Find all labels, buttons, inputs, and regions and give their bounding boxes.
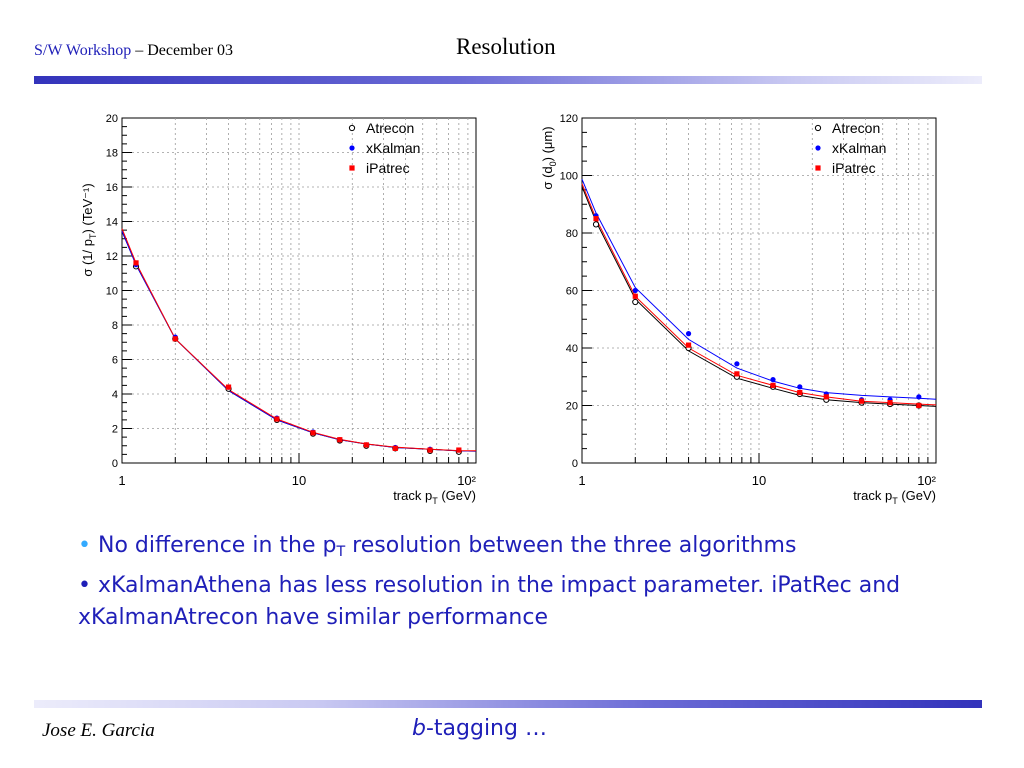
fit-curve-ipatrec [121, 228, 477, 452]
data-point-ipatrec [916, 402, 922, 409]
data-point-ipatrec [310, 430, 316, 436]
y-tick-label: 0 [112, 458, 118, 470]
y-tick-label: 120 [560, 113, 578, 125]
y-tick-label: 8 [112, 320, 118, 332]
y-tick-label: 18 [106, 148, 118, 160]
data-point-ipatrec [274, 416, 280, 422]
y-tick-label: 12 [106, 251, 118, 263]
bullet-item-1: • No difference in the pT resolution bet… [78, 530, 938, 562]
legend-label: iPatrec [832, 160, 876, 176]
y-tick-label: 20 [106, 113, 118, 125]
bullet-2-text: xKalmanAthena has less resolution in the… [78, 573, 901, 630]
workshop-date: – December 03 [135, 42, 233, 59]
y-tick-label: 10 [106, 286, 118, 298]
bullet-list: • No difference in the pT resolution bet… [78, 530, 938, 642]
y-tick-label: 60 [566, 286, 578, 298]
y-tick-label: 2 [112, 424, 118, 436]
y-tick-label: 20 [566, 401, 578, 413]
data-point-ipatrec [337, 437, 343, 443]
data-point-ipatrec [172, 336, 178, 342]
data-point-xkalman [770, 377, 776, 383]
y-tick-label: 100 [560, 171, 578, 183]
data-point-ipatrec [456, 447, 462, 453]
legend-label: iPatrec [366, 160, 410, 176]
legend-marker [815, 145, 821, 151]
x-axis-label: track pT (GeV) [853, 488, 936, 506]
data-point-ipatrec [797, 389, 803, 396]
y-axis-label: σ (d0) (μm) [540, 126, 558, 189]
legend-label: xKalman [366, 140, 420, 156]
slide-title: Resolution [456, 34, 556, 59]
x-tick-label: 10² [457, 473, 476, 488]
workshop-name: S/W Workshop [34, 42, 132, 59]
x-tick-label: 10 [292, 473, 306, 488]
data-point-ipatrec [859, 398, 865, 404]
x-tick-label: 10² [917, 473, 936, 488]
bullet-1-post: resolution between the three algorithms [345, 533, 797, 558]
x-axis-label: track pT (GeV) [393, 488, 476, 506]
legend-marker [814, 124, 822, 132]
y-tick-label: 4 [112, 389, 118, 401]
bullet-marker: • [78, 533, 91, 558]
chart-legend: Atrecon xKalman iPatrec [814, 120, 886, 176]
fit-curve-atrecon [581, 186, 937, 407]
y-tick-label: 0 [572, 458, 578, 470]
bullet-1-pre: No difference in the p [97, 533, 337, 558]
data-point-ipatrec [363, 442, 369, 448]
footer-topic: b-tagging … [412, 716, 547, 741]
footer-divider-bar [34, 700, 982, 708]
fit-curve-xkalman [581, 179, 937, 400]
footer-topic-rest: -tagging … [425, 716, 547, 741]
y-tick-label: 6 [112, 355, 118, 367]
data-point-ipatrec [887, 400, 893, 406]
data-point-ipatrec [734, 371, 740, 377]
header-divider-bar [34, 76, 982, 84]
data-point-xkalman [797, 384, 803, 390]
data-point-ipatrec [392, 445, 398, 451]
data-point-xkalman [734, 361, 740, 367]
data-point-xkalman [632, 287, 638, 294]
y-tick-label: 16 [106, 182, 118, 194]
legend-label: Atrecon [366, 120, 414, 136]
fit-curve-ipatrec [581, 183, 937, 406]
data-point-ipatrec [133, 260, 139, 266]
legend-label: Atrecon [832, 120, 880, 136]
footer-author: Jose E. Garcia [42, 720, 155, 741]
data-point-ipatrec [823, 394, 829, 400]
bullet-marker: • [78, 573, 91, 598]
legend-marker [815, 165, 821, 171]
y-tick-label: 40 [566, 343, 578, 355]
data-point-atrecon [592, 221, 600, 228]
legend-label: xKalman [832, 140, 886, 156]
footer-topic-b: b [412, 716, 426, 741]
header-workshop: S/W Workshop – December 03 [34, 42, 233, 60]
chart-legend: Atrecon xKalman iPatrec [348, 120, 420, 176]
x-tick-label: 1 [578, 473, 585, 488]
x-tick-label: 10 [752, 473, 766, 488]
data-point-ipatrec [770, 382, 776, 388]
y-axis-label: σ (1/ pT) (TeV⁻¹) [80, 183, 98, 276]
data-point-ipatrec [427, 447, 433, 453]
data-point-ipatrec [225, 384, 232, 390]
y-tick-label: 14 [106, 217, 118, 229]
data-point-ipatrec [632, 293, 638, 299]
data-point-ipatrec [593, 216, 599, 222]
legend-marker [348, 124, 356, 132]
bullet-1-sub: T [336, 544, 346, 560]
data-point-atrecon [632, 298, 639, 306]
legend-marker [349, 165, 355, 171]
data-point-ipatrec [685, 342, 692, 348]
bullet-item-2: • xKalmanAthena has less resolution in t… [78, 570, 938, 634]
y-tick-label: 80 [566, 228, 578, 240]
x-tick-label: 1 [118, 473, 125, 488]
data-point-xkalman [916, 394, 922, 400]
legend-marker [349, 145, 355, 151]
data-point-xkalman [685, 331, 692, 337]
